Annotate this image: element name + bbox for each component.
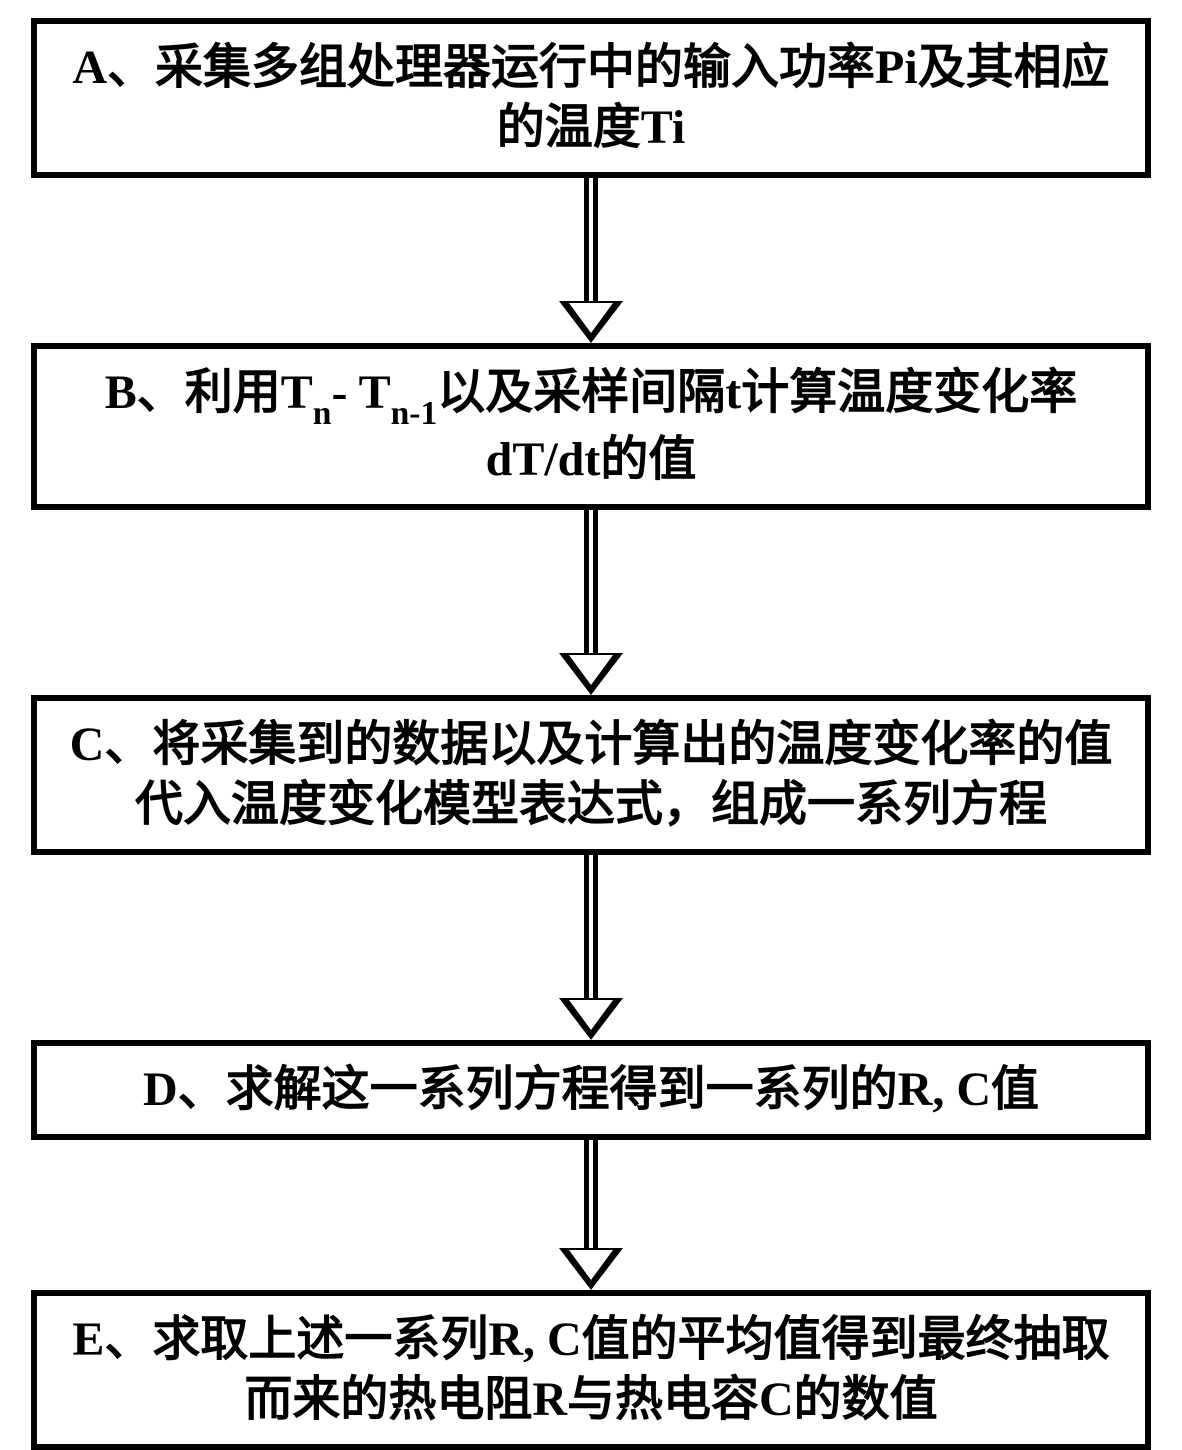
step-e-box: E、求取上述一系列R, C值的平均值得到最终抽取 而来的热电阻R与热电容C的数值 xyxy=(31,1290,1151,1450)
step-d-box: D、求解这一系列方程得到一系列的R, C值 xyxy=(31,1040,1151,1140)
step-e-prefix: E、 xyxy=(72,1313,152,1366)
arrow-c-d xyxy=(559,855,623,1040)
step-a-line1: 采集多组处理器运行中的输入功率Pi及其相应 xyxy=(155,41,1110,94)
arrow-head xyxy=(559,301,623,343)
step-c-prefix: C、 xyxy=(70,718,153,771)
step-b-mid2: 以及采样间隔t计算温度变化率 xyxy=(437,366,1077,419)
step-c-line1: 将采集到的数据以及计算出的温度变化率的值 xyxy=(152,718,1112,771)
step-e-line2: 而来的热电阻R与热电容C的数值 xyxy=(244,1373,937,1426)
flowchart-container: A、采集多组处理器运行中的输入功率Pi及其相应 的温度Ti B、利用Tn- Tn… xyxy=(0,18,1182,1450)
step-b-mid1: - T xyxy=(331,366,390,419)
step-b-pre: 利用T xyxy=(185,366,313,419)
step-c-line2: 代入温度变化模型表达式，组成一系列方程 xyxy=(135,778,1047,831)
step-d-line1: 求解这一系列方程得到一系列的R, C值 xyxy=(226,1063,1039,1116)
step-b-prefix: B、 xyxy=(105,366,185,419)
step-a-line2: 的温度Ti xyxy=(497,101,686,154)
arrow-shaft xyxy=(584,510,598,655)
step-a-prefix: A、 xyxy=(72,41,155,94)
step-b-sub2: n-1 xyxy=(391,395,438,432)
step-a-box: A、采集多组处理器运行中的输入功率Pi及其相应 的温度Ti xyxy=(31,18,1151,178)
arrow-head xyxy=(559,1248,623,1290)
step-b-box: B、利用Tn- Tn-1以及采样间隔t计算温度变化率 dT/dt的值 xyxy=(31,343,1151,510)
step-d-prefix: D、 xyxy=(143,1063,226,1116)
arrow-shaft xyxy=(584,1140,598,1250)
arrow-head xyxy=(559,998,623,1040)
step-e-line1: 求取上述一系列R, C值的平均值得到最终抽取 xyxy=(152,1313,1109,1366)
arrow-head xyxy=(559,653,623,695)
arrow-d-e xyxy=(559,1140,623,1290)
step-c-box: C、将采集到的数据以及计算出的温度变化率的值 代入温度变化模型表达式，组成一系列… xyxy=(31,695,1151,855)
arrow-b-c xyxy=(559,510,623,695)
arrow-shaft xyxy=(584,855,598,1000)
arrow-a-b xyxy=(559,178,623,343)
step-b-sub1: n xyxy=(313,395,332,432)
step-b-line2: dT/dt的值 xyxy=(486,433,697,486)
arrow-shaft xyxy=(584,178,598,303)
